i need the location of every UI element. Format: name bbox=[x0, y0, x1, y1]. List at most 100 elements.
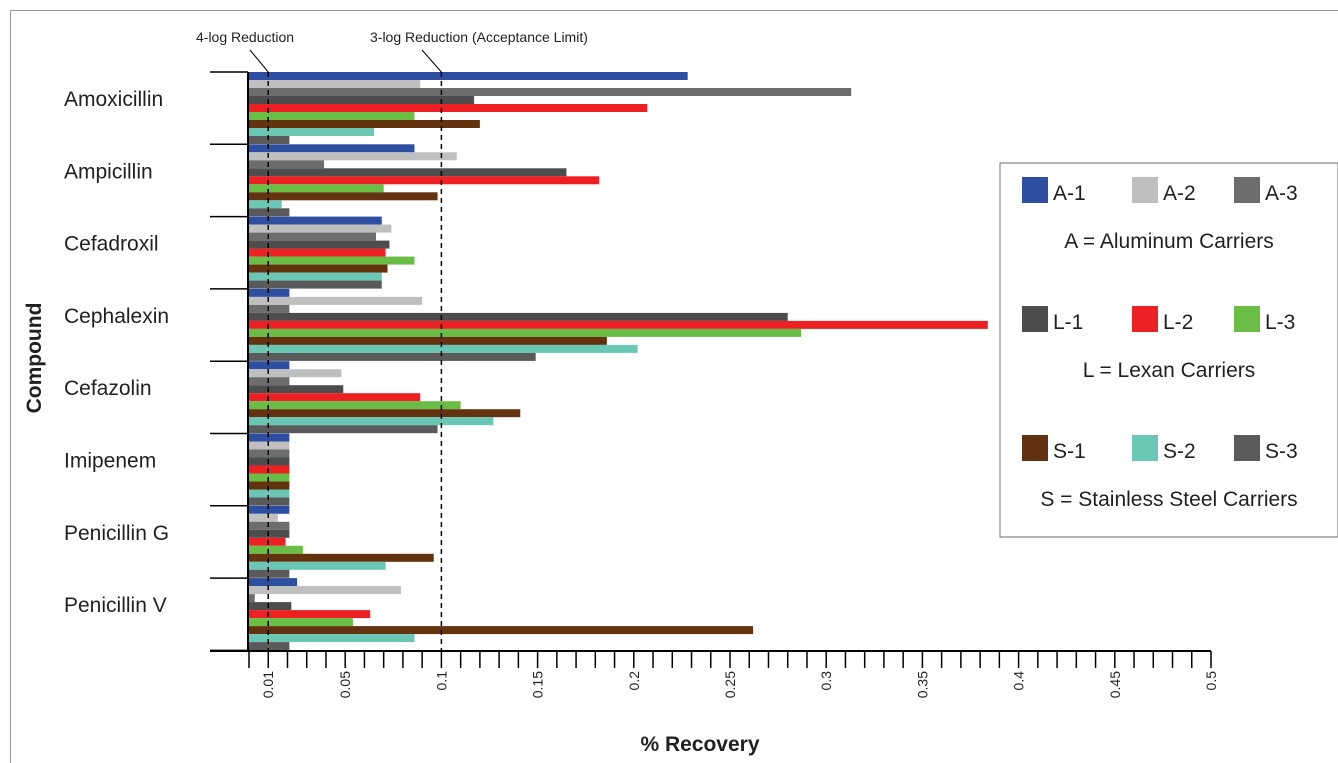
legend-label-a-2: A-2 bbox=[1163, 182, 1196, 205]
legend-swatch-l-1 bbox=[1022, 306, 1048, 332]
bar-cefazolin-s-3 bbox=[249, 425, 438, 434]
legend-swatch-a-3 bbox=[1234, 177, 1260, 203]
legend-caption: S = Stainless Steel Carriers bbox=[1040, 488, 1297, 511]
bar-penicillin-v-l-2 bbox=[249, 610, 371, 619]
legend-swatch-l-3 bbox=[1234, 306, 1260, 332]
bar-imipenem-a-2 bbox=[249, 441, 290, 450]
bar-imipenem-s-3 bbox=[249, 497, 290, 506]
bar-ampicillin-s-1 bbox=[249, 192, 438, 201]
bar-cefadroxil-s-3 bbox=[249, 280, 382, 289]
bar-penicillin-g-l-2 bbox=[249, 537, 286, 546]
legend-swatch-s-2 bbox=[1132, 435, 1158, 461]
bar-amoxicillin-l-2 bbox=[249, 104, 648, 112]
bar-ampicillin-s-3 bbox=[249, 208, 290, 217]
category-label: Cefadroxil bbox=[64, 233, 159, 256]
bar-penicillin-g-a-1 bbox=[249, 505, 290, 514]
legend-label-s-2: S-2 bbox=[1163, 440, 1196, 463]
y-axis-title: Compound bbox=[23, 303, 46, 414]
bar-cefadroxil-l-2 bbox=[249, 248, 386, 257]
bar-cephalexin-a-2 bbox=[249, 296, 423, 305]
x-tick-label: 0.4 bbox=[1011, 671, 1027, 691]
legend: A-1 A-2 A-3 A = Aluminum Carriers L-1 L-2 L-3 L… bbox=[999, 162, 1338, 538]
x-tick-label: 0.5 bbox=[1203, 671, 1219, 691]
bar-penicillin-g-s-2 bbox=[249, 561, 386, 570]
bar-cefazolin-l-1 bbox=[249, 385, 344, 394]
bar-penicillin-v-s-1 bbox=[249, 626, 754, 635]
bar-amoxicillin-s-1 bbox=[249, 120, 480, 128]
bar-penicillin-v-s-3 bbox=[249, 642, 290, 651]
bar-imipenem-l-1 bbox=[249, 457, 290, 466]
legend-box bbox=[999, 162, 1338, 538]
legend-swatch-l-2 bbox=[1132, 306, 1158, 332]
bar-penicillin-v-a-3 bbox=[249, 594, 255, 603]
bar-penicillin-v-a-2 bbox=[249, 586, 401, 595]
category-label: Imipenem bbox=[64, 450, 156, 473]
legend-caption: A = Aluminum Carriers bbox=[1064, 230, 1274, 253]
bar-penicillin-v-s-2 bbox=[249, 634, 415, 643]
bar-cephalexin-l-1 bbox=[249, 312, 788, 321]
bar-imipenem-s-1 bbox=[249, 481, 290, 490]
bar-amoxicillin-s-3 bbox=[249, 136, 290, 144]
category-label: Cefazolin bbox=[64, 377, 152, 400]
bar-amoxicillin-l-1 bbox=[249, 96, 475, 104]
bar-penicillin-g-s-1 bbox=[249, 553, 434, 562]
legend-swatch-a-1 bbox=[1022, 177, 1048, 203]
bar-cefazolin-l-3 bbox=[249, 401, 461, 410]
bar-cephalexin-s-3 bbox=[249, 352, 536, 361]
x-tick-label: 0.01 bbox=[260, 671, 276, 698]
x-tick-label: 0.1 bbox=[433, 671, 449, 691]
legend-label-l-2: L-2 bbox=[1163, 311, 1193, 334]
legend-label-l-3: L-3 bbox=[1265, 311, 1295, 334]
legend-label-s-1: S-1 bbox=[1053, 440, 1086, 463]
x-tick-label: 0.05 bbox=[337, 671, 353, 698]
category-label: Cephalexin bbox=[64, 305, 169, 328]
legend-label-a-3: A-3 bbox=[1265, 182, 1298, 205]
bar-imipenem-l-2 bbox=[249, 465, 290, 474]
bar-cefazolin-l-2 bbox=[249, 393, 421, 402]
bar-cephalexin-l-2 bbox=[249, 320, 988, 329]
bar-penicillin-v-a-1 bbox=[249, 578, 298, 587]
bar-cefadroxil-s-2 bbox=[249, 272, 382, 281]
bar-cephalexin-a-3 bbox=[249, 304, 290, 313]
bar-cefadroxil-a-3 bbox=[249, 232, 376, 241]
bar-penicillin-v-l-1 bbox=[249, 602, 292, 611]
bar-amoxicillin-a-3 bbox=[249, 88, 852, 96]
x-tick-label: 0.3 bbox=[818, 671, 834, 691]
bar-cefadroxil-a-2 bbox=[249, 224, 392, 233]
legend-label-a-1: A-1 bbox=[1053, 182, 1086, 205]
bar-penicillin-g-l-3 bbox=[249, 545, 303, 554]
bar-ampicillin-l-2 bbox=[249, 176, 600, 185]
legend-swatch-a-2 bbox=[1132, 177, 1158, 203]
bar-amoxicillin-a-1 bbox=[249, 72, 688, 80]
bar-cefazolin-a-2 bbox=[249, 369, 342, 378]
reference-leader bbox=[421, 49, 442, 73]
bar-cephalexin-a-1 bbox=[249, 288, 290, 297]
bar-penicillin-v-l-3 bbox=[249, 618, 353, 627]
category-label: Ampicillin bbox=[64, 160, 153, 183]
bar-ampicillin-a-3 bbox=[249, 160, 325, 169]
bar-amoxicillin-l-3 bbox=[249, 112, 415, 120]
bar-imipenem-s-2 bbox=[249, 489, 290, 498]
bar-cephalexin-s-1 bbox=[249, 336, 607, 345]
bar-cefadroxil-a-1 bbox=[249, 216, 382, 225]
bar-cephalexin-s-2 bbox=[249, 344, 638, 353]
bar-penicillin-g-s-3 bbox=[249, 569, 290, 578]
bars-layer bbox=[249, 72, 988, 651]
bar-ampicillin-a-2 bbox=[249, 152, 457, 161]
x-tick-label: 0.2 bbox=[626, 671, 642, 691]
legend-label-s-3: S-3 bbox=[1265, 440, 1298, 463]
axes bbox=[210, 71, 1212, 668]
bar-cefadroxil-l-1 bbox=[249, 240, 390, 249]
bar-cefazolin-a-1 bbox=[249, 361, 290, 370]
bar-cephalexin-l-3 bbox=[249, 328, 802, 337]
legend-label-l-1: L-1 bbox=[1053, 311, 1083, 334]
x-tick-label: 0.15 bbox=[530, 671, 546, 698]
bar-cefadroxil-s-1 bbox=[249, 264, 388, 273]
x-axis-title: % Recovery bbox=[640, 733, 759, 756]
bar-ampicillin-a-1 bbox=[249, 144, 415, 153]
bar-cefazolin-a-3 bbox=[249, 377, 290, 386]
bar-amoxicillin-s-2 bbox=[249, 128, 375, 136]
bar-cefazolin-s-2 bbox=[249, 417, 494, 426]
bar-ampicillin-l-1 bbox=[249, 168, 567, 177]
x-tick-label: 0.25 bbox=[722, 671, 738, 698]
